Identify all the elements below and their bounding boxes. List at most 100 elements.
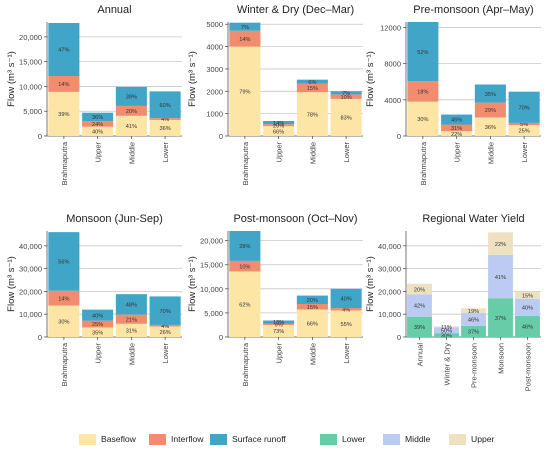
panel-1-data-label: 24% — [92, 122, 103, 128]
panel-6-ytick-label: 40,000 — [378, 242, 401, 251]
panel-3-bar-middle-interflow — [474, 102, 506, 118]
panel-4-bar-upper-interflow — [82, 320, 114, 328]
panel-1-title: Annual — [97, 4, 131, 16]
panel-1-bar-lower-interflow — [149, 118, 181, 120]
panel-5-bar-brahmaputra-baseflow — [229, 271, 261, 337]
panel-6-bar-winter-dry-upper — [434, 326, 459, 328]
panel-3-data-label: 5% — [520, 122, 528, 128]
panel-5-bar-lower-interflow — [330, 308, 362, 311]
panel-6-data-label: 40% — [522, 306, 533, 312]
panel-1-ytick-label: 10,000 — [19, 82, 42, 91]
figure: Annual Flow (m³ s⁻¹) 0 5,000 10,000 15,000 20,… — [6, 4, 541, 391]
panel-6-data-label: 50% — [441, 329, 452, 335]
panel-2-ytick-label: 2000 — [206, 87, 223, 96]
panel-2-data-label: 79% — [239, 89, 250, 95]
panel-2-bar-upper-interflow — [263, 124, 295, 127]
panel-3-title: Pre-monsoon (Apr–May) — [413, 4, 533, 16]
panel-3-xtick-label: Brahmaputra — [419, 141, 428, 185]
panel-6-data-label: 37% — [495, 316, 506, 322]
panel-1-bar-brahmaputra-interflow — [48, 76, 80, 92]
panel-5-data-label: 28% — [239, 244, 250, 250]
panel-2-bar-lower-interflow — [330, 94, 362, 99]
panel-6-bar-monsoon-upper — [488, 232, 513, 255]
panel-2-ytick-label: 5000 — [206, 20, 223, 29]
panel-2-data-label: 7% — [241, 25, 249, 31]
panel-5-ytick-label: 0 — [219, 333, 223, 342]
panel-6-ytick-label: 20,000 — [378, 287, 401, 296]
panel-6-bar-post-monsoon-upper — [515, 291, 540, 299]
panel-5-bar-middle-interflow — [296, 303, 328, 310]
panel-2-data-label: 7% — [342, 91, 350, 97]
panel-3-ytick-label: 8000 — [384, 60, 401, 69]
panel-4-ytick-label: 40,000 — [19, 242, 42, 251]
panel-3-data-label: 30% — [417, 117, 428, 123]
panel-1-ylabel: Flow (m³ s⁻¹) — [6, 51, 17, 107]
panel-5-ytick-label: 15,000 — [200, 261, 223, 270]
panel-1-ytick-label: 20,000 — [19, 33, 42, 42]
panel-2-ytick-label: 4000 — [206, 43, 223, 52]
panel-3-ylabel: Flow (m³ s⁻¹) — [365, 51, 376, 107]
legend-label-baseflow: Baseflow — [101, 434, 136, 444]
panel-5-ylabel: Flow (m³ s⁻¹) — [187, 256, 198, 312]
panel-5-bar-middle-surface-runoff — [296, 295, 328, 304]
panel-6-xtick-label: Post-monsoon — [524, 343, 533, 391]
panel-2-bar-upper-surface-runoff — [263, 121, 295, 125]
panel-5-xtick-label: Middle — [308, 343, 317, 365]
panel-6-bar-monsoon-lower — [488, 298, 513, 337]
panel-4-data-label: 14% — [58, 296, 69, 302]
panel-1-data-label: 20% — [126, 109, 137, 115]
legend-item-middle: Middle — [383, 432, 430, 446]
legend-label-interflow: Interflow — [171, 434, 204, 444]
panel-5-data-label: 15% — [307, 305, 318, 311]
legend-swatch-baseflow — [79, 433, 96, 445]
legend-swatch-upper — [449, 433, 466, 445]
panel-6-xtick-label: Annual — [416, 343, 425, 367]
panel-3-xtick-label: Upper — [453, 142, 462, 163]
panel-2-title: Winter & Dry (Dec–Mar) — [237, 4, 354, 16]
panel-4-bar-brahmaputra-interflow — [48, 290, 80, 306]
panel-5-bar-brahmaputra-interflow — [229, 260, 261, 272]
panel-6-data-label: 11% — [441, 325, 452, 331]
panel-2-xtick-label: Upper — [275, 142, 284, 163]
panel-2-bar-lower-surface-runoff — [330, 91, 362, 95]
panel-1-bar-lower-surface-runoff — [149, 91, 181, 119]
panel-4-bar-brahmaputra-baseflow — [48, 305, 80, 337]
panel-4-bar-upper-surface-runoff — [82, 309, 114, 321]
panel-6-bar-pre-monsoon-upper — [461, 308, 486, 313]
panel-4-data-label: 56% — [58, 260, 69, 266]
panel-4-ytick-label: 20,000 — [19, 287, 42, 296]
panel-2-bar-upper-baseflow — [263, 126, 295, 136]
panel-4-bar-brahmaputra-surface-runoff — [48, 232, 80, 291]
panel-6-data-label: 19% — [468, 309, 479, 315]
legend-item-interflow: Interflow — [149, 432, 203, 446]
panel-3-bar-middle-surface-runoff — [474, 84, 506, 103]
panel-3-bar-brahmaputra-interflow — [407, 81, 439, 102]
panel-4-data-label: 4% — [161, 324, 169, 330]
panel-1-data-label: 36% — [160, 126, 171, 132]
panel-5-data-label: 20% — [307, 298, 318, 304]
panel-1-data-label: 4% — [161, 117, 169, 123]
panel-6-data-label: 42% — [414, 304, 425, 310]
panel-1-data-label: 39% — [58, 112, 69, 118]
panel-1-data-label: 60% — [160, 103, 171, 109]
panel-6-bar-monsoon-middle — [488, 254, 513, 299]
panel-3-data-label: 46% — [451, 118, 462, 124]
panel-4-title: Monsoon (Jun-Sep) — [66, 213, 163, 225]
panel-6-ytick-label: 10,000 — [378, 310, 401, 319]
panel-6-bar-winter-dry-middle — [434, 327, 459, 334]
panel-3-bar-lower-baseflow — [508, 125, 540, 136]
panel-4-ytick-label: 10,000 — [19, 310, 42, 319]
panel-6-data-label: 41% — [495, 275, 506, 281]
panel-6-data-label: 15% — [522, 293, 533, 299]
panel-5-xtick-label: Upper — [275, 343, 284, 364]
panel-3-bar-lower-surface-runoff — [508, 91, 540, 123]
panel-2-bar-brahmaputra-baseflow — [229, 46, 261, 136]
legend-item-lower: Lower — [320, 432, 365, 446]
panel-3-bar-upper-surface-runoff — [441, 114, 473, 125]
panel-3-xtick-label: Lower — [520, 142, 529, 163]
legend-label-surface-runoff: Surface runoff — [232, 434, 286, 444]
panel-2-ylabel: Flow (m³ s⁻¹) — [187, 51, 198, 107]
legend-swatch-lower — [320, 433, 337, 445]
panel-2-data-label: 14% — [239, 37, 250, 43]
panel-3-data-label: 31% — [451, 126, 462, 132]
